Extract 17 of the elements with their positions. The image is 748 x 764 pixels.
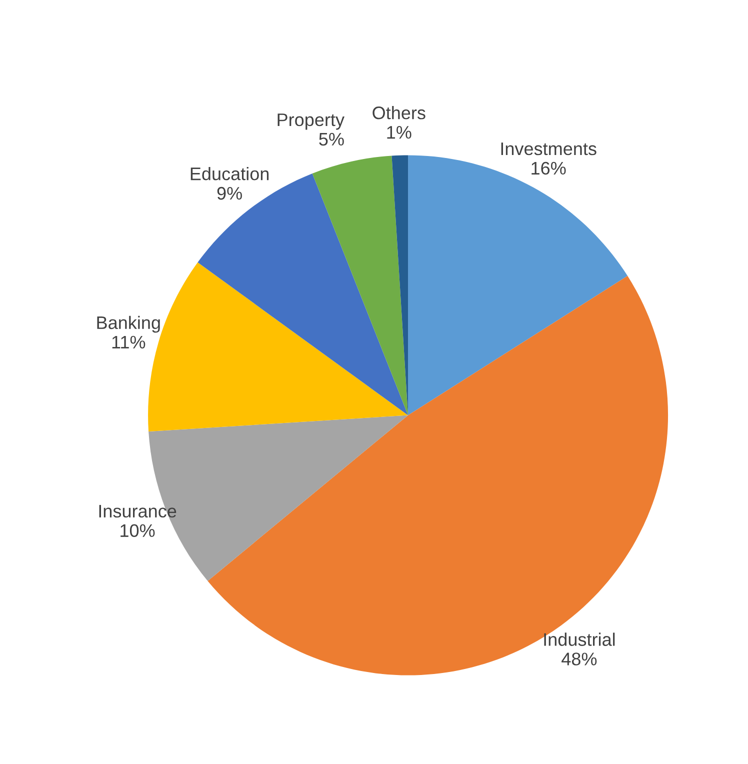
pie-slice [312,156,408,416]
data-label: 10% [120,524,155,538]
pie-slice [408,155,628,416]
slice-label: Education [190,166,269,180]
pie-slice [208,276,668,676]
data-label: 11% [112,336,146,348]
slice-label: Industrial [544,632,615,646]
slice-label: Banking [97,316,160,333]
data-label: 1% [387,126,412,139]
slice-label: Investments [501,142,596,156]
slice-label: Others [372,106,426,120]
slice-label: Insurance [99,504,176,518]
data-label: 16% [532,162,566,175]
data-label: 48% [562,652,597,666]
data-label: 9% [217,186,242,200]
data-label: 5% [319,132,344,146]
slice-label: Property [278,114,344,130]
